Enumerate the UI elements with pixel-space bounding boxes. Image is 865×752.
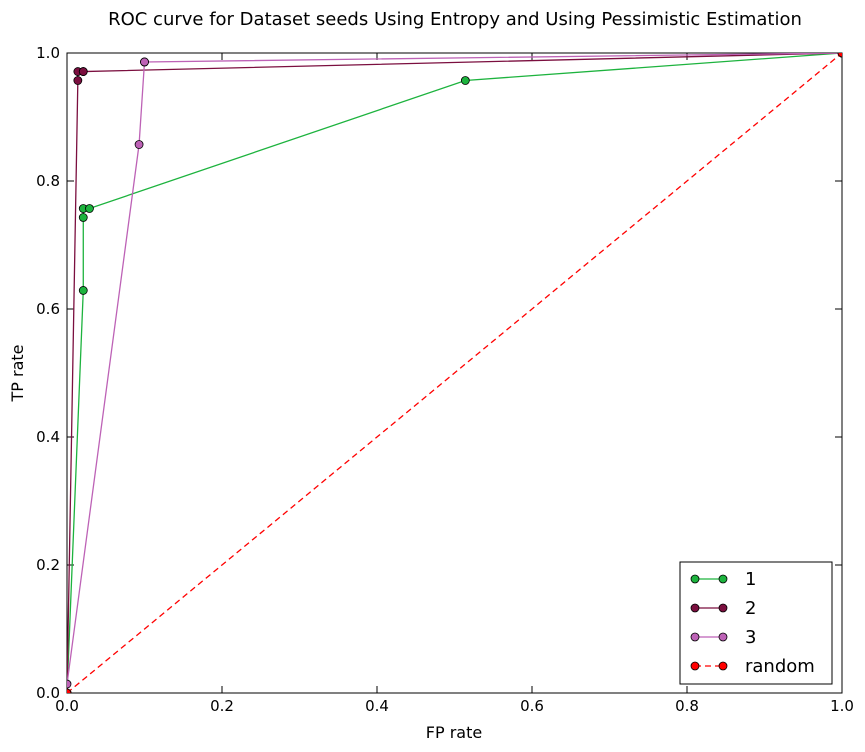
legend-label: random xyxy=(745,656,815,677)
legend-label: 3 xyxy=(745,627,756,648)
y-tick-label: 0.8 xyxy=(36,172,60,190)
legend-marker xyxy=(718,661,728,671)
x-axis-label: FP rate xyxy=(426,723,482,742)
y-tick-label: 0.2 xyxy=(36,556,60,574)
chart-title: ROC curve for Dataset seeds Using Entrop… xyxy=(108,9,802,30)
legend-marker xyxy=(718,632,728,642)
x-tick-label: 0.0 xyxy=(55,697,79,715)
legend-label: 1 xyxy=(745,569,756,590)
series-point-random xyxy=(837,53,842,58)
x-tick-label: 0.4 xyxy=(365,697,389,715)
series-point-1 xyxy=(85,204,94,213)
series-point-3 xyxy=(134,140,144,149)
y-tick-label: 0.0 xyxy=(36,684,60,702)
legend-marker xyxy=(718,574,728,584)
series-point-3 xyxy=(140,57,149,67)
y-axis-label: TP rate xyxy=(8,344,27,402)
series-point-2 xyxy=(78,67,88,76)
legend-label: 2 xyxy=(745,598,756,619)
legend-marker xyxy=(690,632,700,642)
x-tick-label: 0.8 xyxy=(675,697,699,715)
y-tick-label: 1.0 xyxy=(36,44,60,62)
axis-ticks: 0.0 0.2 0.4 0.6 0.8 1.0 0.0 0.2 0.4 0.6 0.8 1.0 xyxy=(36,44,854,715)
y-tick-label: 0.6 xyxy=(36,300,60,318)
x-tick-label: 0.2 xyxy=(210,697,234,715)
y-tick-label: 0.4 xyxy=(36,428,60,446)
series-point-3 xyxy=(67,679,72,689)
legend-marker xyxy=(718,603,728,613)
legend-box xyxy=(679,561,833,685)
series-line-3 xyxy=(67,53,842,685)
series-point-1 xyxy=(460,76,470,85)
series-point-1 xyxy=(78,213,88,222)
x-tick-label: 1.0 xyxy=(830,697,854,715)
x-tick-label: 0.6 xyxy=(520,697,544,715)
series-point-1 xyxy=(78,286,88,295)
legend-marker xyxy=(690,661,700,671)
series-layer xyxy=(67,53,842,693)
legend-marker xyxy=(690,603,700,613)
legend: 1 2 3 random xyxy=(679,561,833,685)
series-line-random xyxy=(67,53,842,693)
legend-marker xyxy=(690,574,700,584)
series-point-random xyxy=(67,688,72,693)
series-point-2 xyxy=(73,76,83,85)
